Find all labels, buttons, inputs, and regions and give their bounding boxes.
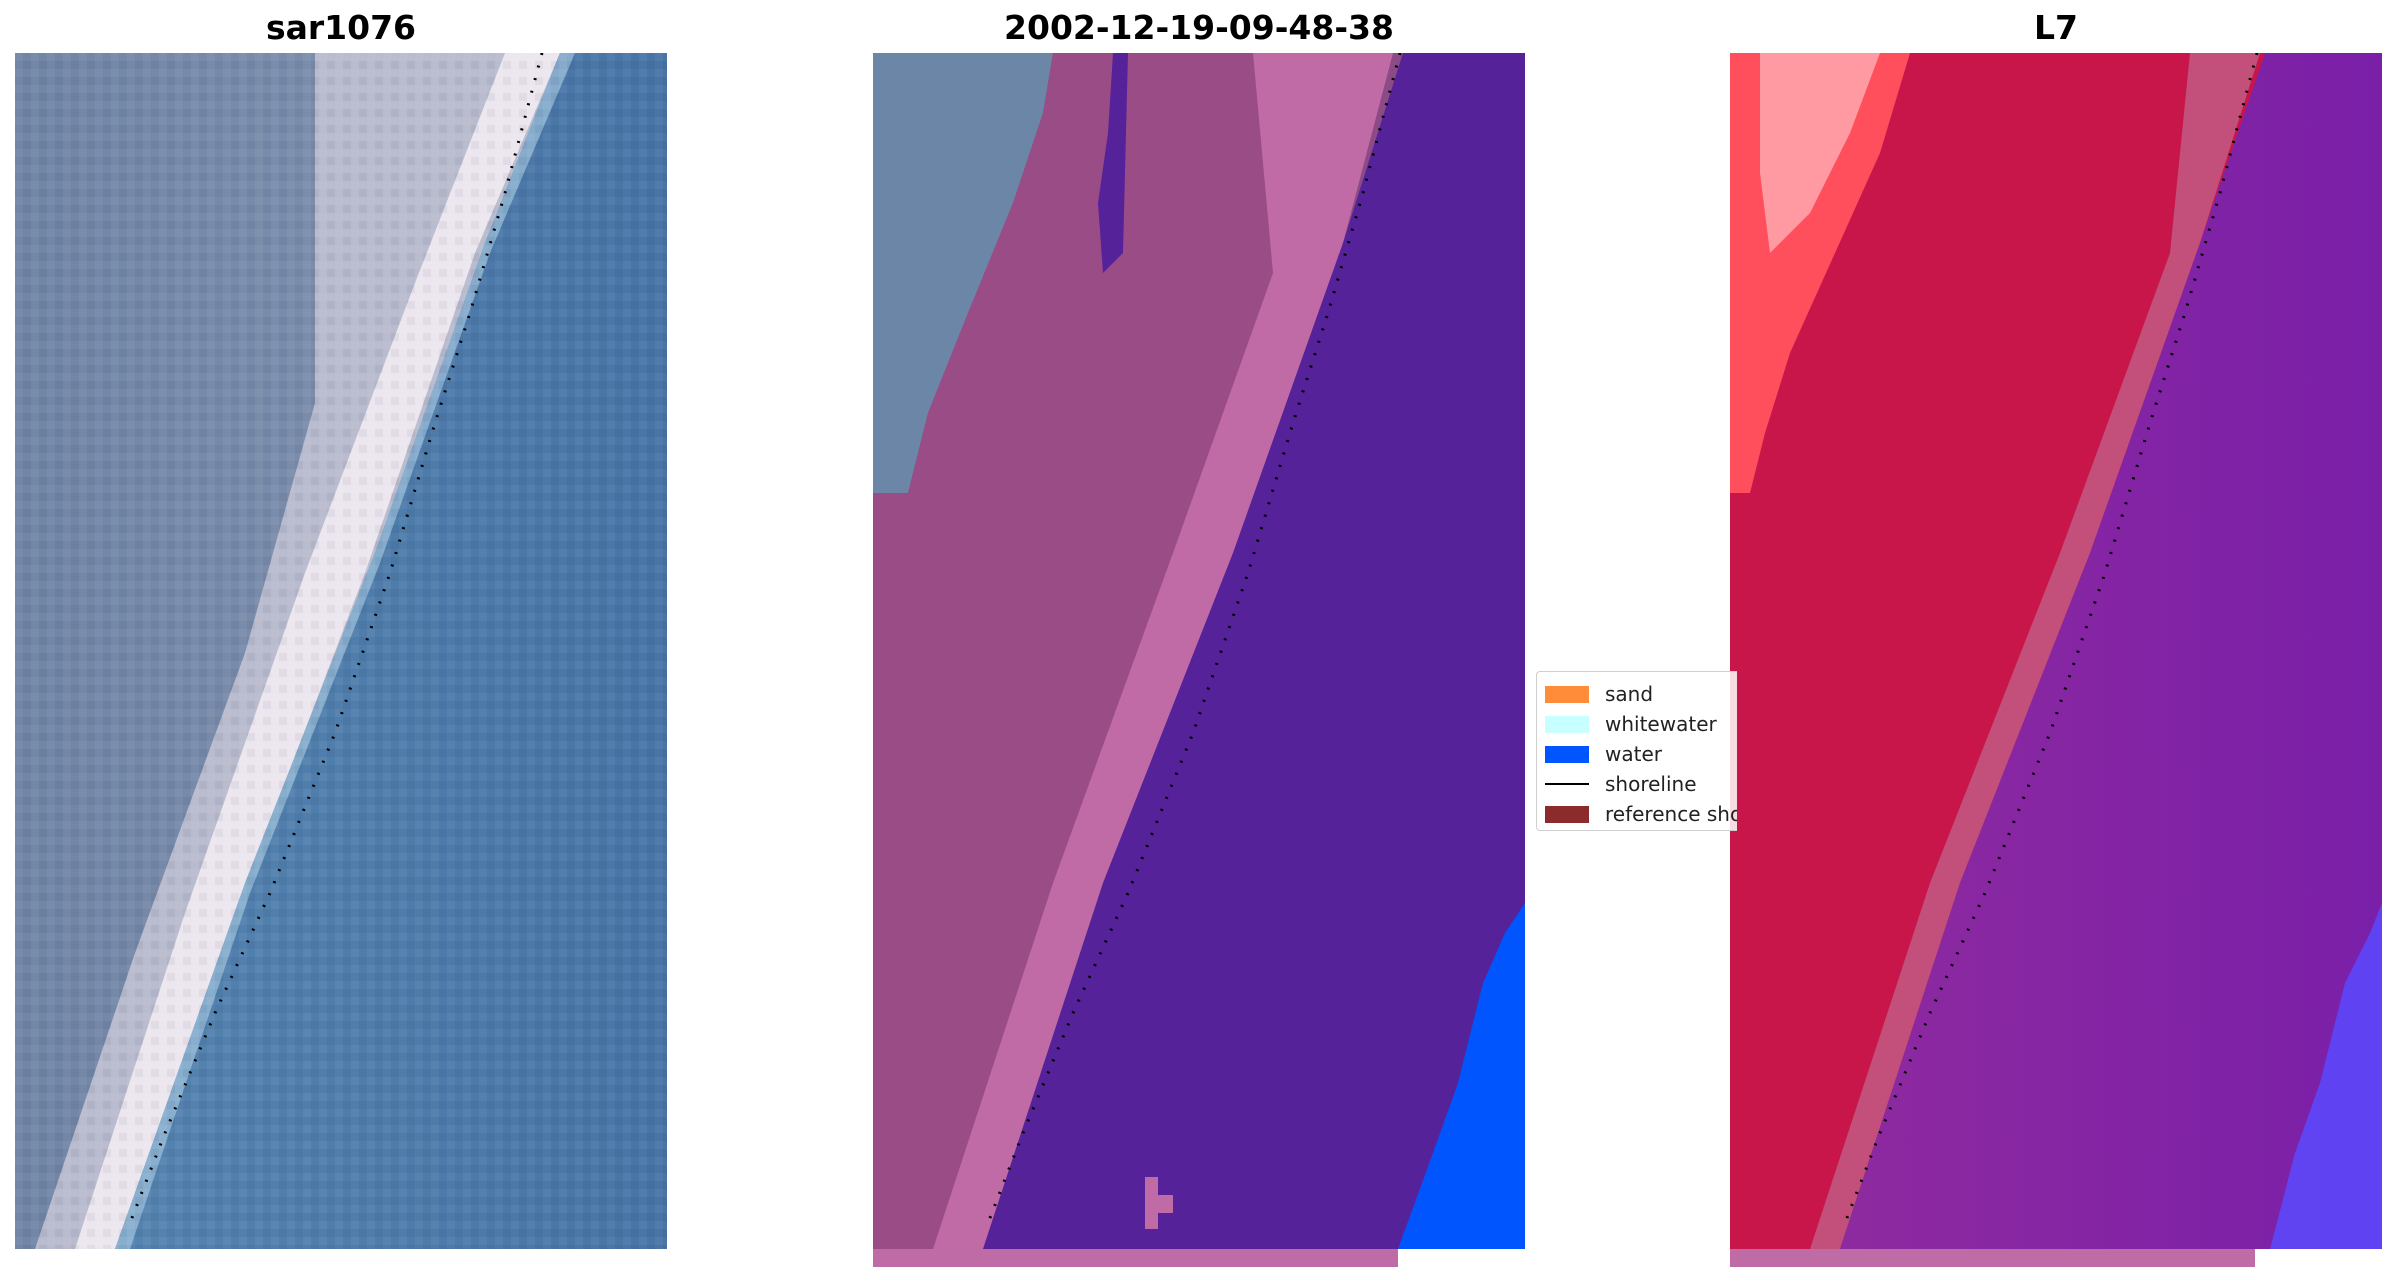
water-swatch bbox=[1545, 745, 1589, 763]
rgb-satellite-image bbox=[15, 53, 667, 1249]
water-area bbox=[1840, 53, 2382, 1249]
legend-item-reference-shoreline: reference shoreline bbox=[1545, 802, 1737, 826]
shoreline bbox=[1843, 53, 2259, 1224]
legend-item-shoreline: shoreline bbox=[1545, 772, 1697, 796]
panel-title-2: 2002-12-19-09-48-38 bbox=[1004, 8, 1394, 47]
shoreline-line-icon bbox=[1545, 783, 1589, 785]
panel-title-1: sar1076 bbox=[265, 8, 417, 47]
legend: sand whitewater water shoreline referenc… bbox=[1536, 671, 1737, 831]
classified-image bbox=[873, 53, 1525, 1267]
reference-strip bbox=[873, 1249, 1398, 1267]
shoreline bbox=[986, 53, 1402, 1224]
reference-shoreline-swatch bbox=[1545, 805, 1589, 823]
sand-swatch bbox=[1545, 685, 1589, 703]
legend-label: water bbox=[1605, 742, 1662, 766]
legend-label: shoreline bbox=[1605, 772, 1697, 796]
mndwi-image bbox=[1730, 53, 2382, 1267]
water-class bbox=[1398, 903, 1525, 1249]
legend-label: reference shoreline bbox=[1605, 802, 1737, 826]
legend-label: sand bbox=[1605, 682, 1654, 706]
legend-item-whitewater: whitewater bbox=[1545, 712, 1717, 736]
legend-item-sand: sand bbox=[1545, 682, 1653, 706]
panel-title-3: L7 bbox=[2034, 8, 2078, 47]
reference-strip bbox=[1730, 1249, 2255, 1267]
water-class-dark bbox=[983, 53, 1525, 1249]
legend-label: whitewater bbox=[1605, 712, 1717, 736]
shoreline bbox=[128, 53, 544, 1224]
whitewater-swatch bbox=[1545, 715, 1589, 733]
legend-item-water: water bbox=[1545, 742, 1662, 766]
